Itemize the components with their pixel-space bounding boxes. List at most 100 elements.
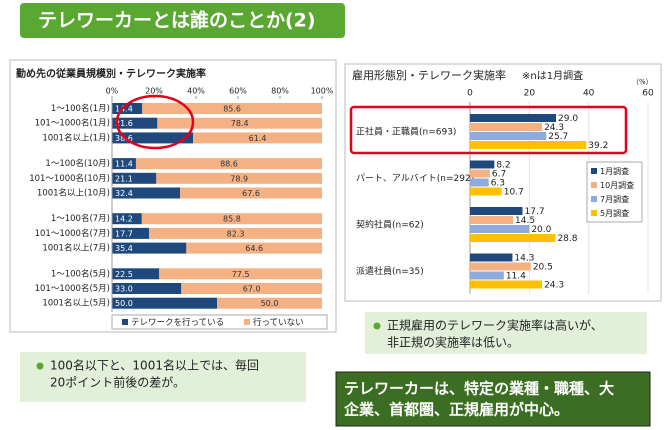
bar	[470, 216, 514, 224]
bar-segment	[112, 227, 150, 239]
value-label: 17.7	[115, 229, 133, 238]
value-label: 8.2	[496, 161, 510, 171]
value-label: 22.5	[115, 270, 133, 279]
bar	[470, 253, 513, 262]
value-label: 33.0	[115, 285, 133, 294]
bar-segment	[112, 117, 158, 129]
legend-swatch	[591, 182, 597, 188]
value-label: 64.6	[245, 244, 263, 253]
bar-segment	[112, 187, 181, 199]
bar	[470, 262, 531, 271]
value-label: 10.7	[504, 188, 524, 198]
bar	[470, 123, 543, 131]
bar-segment	[180, 187, 322, 199]
value-label: 21.6	[115, 119, 133, 128]
value-label: 50.0	[261, 299, 279, 308]
category-label: 101～1000名(1月)	[35, 118, 110, 129]
bar	[470, 141, 587, 149]
legend-label: テレワークを行っている	[131, 317, 224, 328]
highlight-box	[349, 105, 628, 155]
value-label: 39.2	[588, 141, 608, 151]
x-tick-label: 20%	[145, 87, 163, 96]
unit-label: （%）	[632, 78, 653, 86]
value-label: 67.6	[242, 189, 260, 198]
legend-label: 5月調査	[600, 208, 629, 218]
bar	[470, 234, 556, 242]
note-box	[365, 312, 647, 354]
value-label: 85.8	[223, 215, 241, 224]
category-label: 契約社員(n=62)	[356, 219, 424, 231]
bar-segment	[156, 172, 322, 184]
conclusion-text: 企業、首都圏、正規雇用が中心。	[343, 401, 569, 419]
bar-segment	[142, 103, 322, 114]
bar-segment	[193, 132, 322, 144]
bar	[470, 169, 490, 178]
value-label: 29.0	[558, 114, 578, 124]
bar-segment	[217, 297, 322, 309]
category-label: 正社員・正職員(n=693)	[356, 126, 456, 138]
value-label: 28.8	[557, 234, 577, 244]
category-label: 1～100名(10月)	[45, 158, 110, 169]
bar-segment	[186, 242, 322, 254]
legend-swatch	[591, 210, 597, 216]
value-label: 20.5	[533, 263, 553, 273]
value-label: 14.2	[115, 215, 133, 224]
chart-title: 勤め先の従業員規模別・テレワーク実施率	[16, 67, 206, 80]
bar	[470, 225, 530, 233]
legend-label: 行っていない	[253, 317, 304, 328]
x-tick-label: 80%	[271, 87, 289, 96]
value-label: 61.4	[249, 134, 267, 143]
value-label: 14.4	[115, 105, 133, 114]
conclusion-box	[335, 371, 651, 427]
bar-segment	[112, 242, 187, 254]
note-text: 20ポイント前後の差が。	[50, 375, 185, 390]
x-tick-label: 40%	[187, 87, 205, 96]
value-label: 11.4	[115, 160, 133, 169]
value-label: 17.7	[525, 207, 545, 217]
x-tick-label: 20	[524, 89, 536, 99]
value-label: 11.4	[506, 272, 526, 282]
category-label: 1～100名(7月)	[51, 213, 110, 224]
bar	[470, 207, 523, 215]
bar-segment	[141, 213, 322, 225]
value-label: 82.3	[227, 229, 245, 238]
value-label: 78.9	[230, 174, 248, 183]
x-tick-label: 100%	[311, 87, 334, 96]
bar-segment	[135, 158, 322, 170]
category-label: 1001名以上(5月)	[42, 298, 110, 309]
bar	[470, 178, 489, 187]
bar-segment	[181, 283, 322, 294]
bullet	[373, 322, 381, 330]
bar-segment	[149, 227, 322, 239]
legend-swatch	[591, 196, 597, 202]
category-label: 1001名以上(7月)	[42, 243, 110, 254]
bar	[470, 271, 504, 280]
value-label: 25.7	[548, 132, 568, 142]
category-label: 101～1000名(10月)	[29, 173, 110, 184]
value-label: 6.3	[491, 179, 505, 189]
value-label: 77.5	[232, 270, 250, 279]
bar	[470, 187, 502, 196]
value-label: 20.0	[531, 225, 551, 235]
value-label: 32.4	[115, 189, 133, 198]
highlight-ellipse	[115, 94, 195, 150]
header-bar	[20, 3, 345, 38]
bar-segment	[112, 283, 182, 294]
category-label: 1001名以上(10月)	[37, 188, 110, 199]
bar-segment	[112, 268, 160, 280]
value-label: 14.5	[515, 216, 535, 226]
note-text: 非正規の実施率は低い。	[387, 335, 519, 350]
bar	[470, 132, 547, 140]
bar-segment	[159, 268, 322, 280]
x-tick-label: 60%	[229, 87, 247, 96]
bar-segment	[112, 132, 194, 144]
category-label: 1～100名(1月)	[51, 103, 110, 114]
value-label: 50.0	[115, 299, 133, 308]
bar-segment	[112, 213, 142, 225]
bar-segment	[112, 172, 157, 184]
value-label: 78.4	[231, 119, 249, 128]
chart-title: 雇用形態別・テレワーク実施率	[352, 68, 506, 82]
category-label: パート、アルバイト(n=292)	[356, 173, 474, 184]
x-tick-label: 0	[467, 89, 473, 99]
